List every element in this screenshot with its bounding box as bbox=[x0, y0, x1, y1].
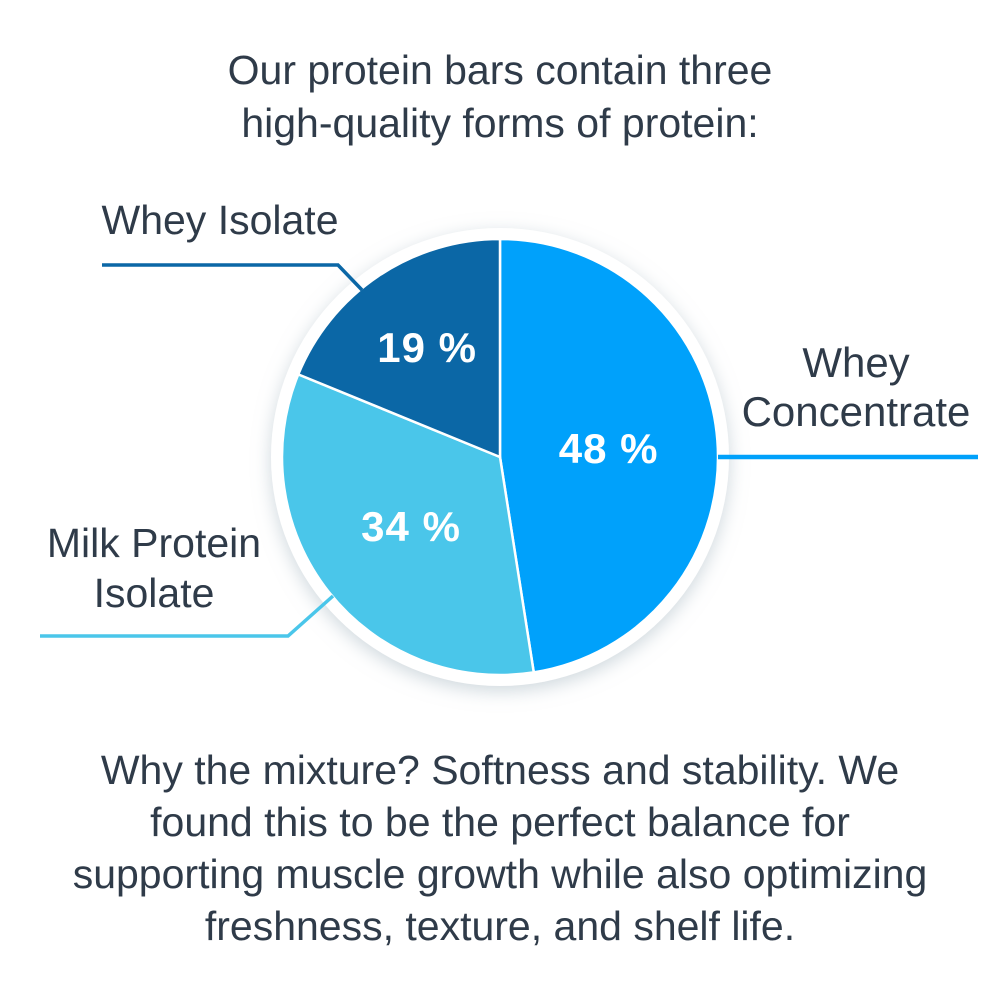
slice-percent-label-whey-isolate: 19 % bbox=[377, 324, 477, 372]
pie-slice-milk-protein-isolate bbox=[280, 373, 536, 677]
footer-line-1: Why the mixture? Softness and stability.… bbox=[100, 747, 900, 793]
leader-line-whey-isolate bbox=[102, 263, 364, 292]
label-whey-concentrate-line-2: Concentrate bbox=[741, 388, 971, 435]
leader-line-milk-protein-isolate bbox=[40, 594, 335, 638]
label-whey-isolate: Whey Isolate bbox=[60, 197, 380, 243]
footer-paragraph: Why the mixture? Softness and stability.… bbox=[0, 744, 1000, 952]
label-milk-protein-isolate-line-1: Milk Protein bbox=[46, 520, 262, 566]
pie-slice-whey-isolate bbox=[297, 237, 502, 459]
chart-title-line-2: high-quality forms of protein: bbox=[241, 100, 759, 146]
slice-percent-label-milk-protein-isolate: 34 % bbox=[361, 503, 461, 551]
slice-percent-label-whey-concentrate: 48 % bbox=[558, 424, 659, 472]
label-milk-protein-isolate-line-2: Isolate bbox=[93, 570, 215, 616]
label-whey-concentrate-line-1: Whey bbox=[802, 339, 910, 386]
pie-slice-whey-concentrate bbox=[498, 237, 720, 674]
chart-title-line-1: Our protein bars contain three bbox=[227, 47, 773, 93]
label-whey-isolate-line-1: Whey Isolate bbox=[101, 197, 339, 243]
label-whey-concentrate: Whey Concentrate bbox=[716, 338, 996, 436]
footer-line-4: freshness, texture, and shelf life. bbox=[204, 903, 796, 949]
footer-line-3: supporting muscle growth while also opti… bbox=[72, 851, 928, 897]
footer-line-2: found this to be the perfect balance for bbox=[150, 799, 850, 845]
label-milk-protein-isolate: Milk Protein Isolate bbox=[14, 518, 294, 618]
chart-title: Our protein bars contain three high-qual… bbox=[0, 44, 1000, 150]
